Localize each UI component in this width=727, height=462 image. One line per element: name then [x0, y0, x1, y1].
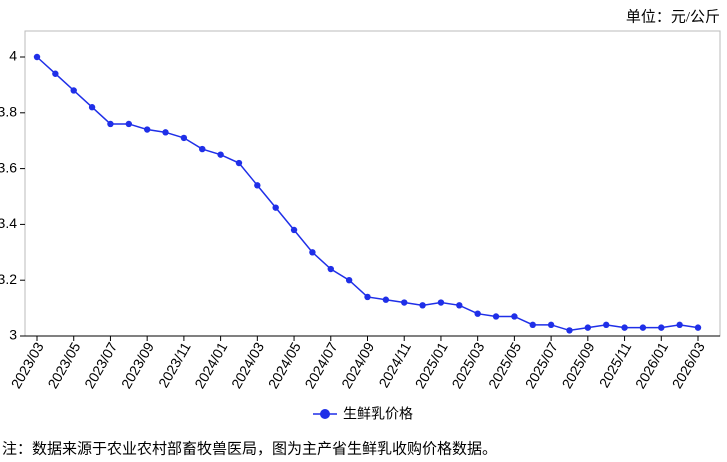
point — [547, 321, 555, 329]
x-tick-label: 2023/11 — [155, 339, 194, 390]
unit-label: 单位：元/公斤 — [626, 8, 720, 25]
y-tick-label: 3.4 — [0, 215, 17, 231]
point — [162, 129, 169, 136]
legend-label: 生鲜乳价格 — [343, 406, 413, 422]
point — [143, 126, 151, 133]
point — [401, 299, 408, 306]
point — [254, 182, 261, 189]
x-tick-label: 2024/03 — [228, 339, 267, 391]
point — [125, 120, 133, 128]
y-tick-label: 3.6 — [0, 159, 17, 175]
point — [456, 302, 463, 309]
x-tick-label: 2024/05 — [265, 339, 304, 391]
point — [382, 296, 390, 303]
point — [621, 324, 628, 331]
x-tick-label: 2023/05 — [44, 339, 83, 391]
x-tick-label: 2026/01 — [632, 339, 671, 391]
point — [88, 104, 96, 111]
x-tick-label: 2025/01 — [412, 339, 451, 391]
point — [70, 87, 77, 94]
x-tick-label: 2024/09 — [338, 339, 377, 391]
y-tick-label: 4 — [9, 48, 17, 64]
y-tick-label: 3 — [9, 327, 17, 343]
x-tick-label: 2024/01 — [191, 339, 230, 391]
x-tick-label: 2024/07 — [301, 339, 340, 391]
note: 注：数据来源于农业农村部畜牧兽医局，图为主产省生鲜乳收购价格数据。 — [2, 440, 497, 457]
plot-frame — [24, 30, 721, 337]
point — [676, 321, 683, 329]
point — [52, 70, 59, 77]
x-tick-label: 2026/03 — [669, 339, 708, 391]
point — [529, 321, 536, 329]
point — [639, 324, 647, 331]
point — [658, 324, 665, 331]
point — [474, 310, 481, 317]
x-tick-label: 2025/03 — [448, 339, 487, 391]
point — [364, 293, 371, 301]
point — [419, 302, 426, 309]
point — [437, 299, 445, 306]
point — [217, 151, 224, 158]
point — [492, 313, 500, 320]
point — [694, 324, 702, 331]
x-tick-label: 2024/11 — [375, 339, 414, 390]
point — [566, 327, 573, 334]
legend-marker — [320, 409, 330, 419]
point — [602, 321, 610, 329]
point — [584, 324, 592, 331]
x-tick-label: 2023/09 — [118, 339, 157, 391]
line — [36, 56, 699, 332]
x-tick-label: 2023/07 — [81, 339, 120, 391]
y-tick-label: 3.2 — [0, 271, 17, 287]
x-tick-label: 2025/09 — [558, 339, 597, 391]
point — [309, 249, 316, 256]
point — [235, 159, 243, 167]
x-tick-label: 2025/11 — [596, 339, 635, 390]
y-tick-label: 3.8 — [0, 104, 17, 120]
point — [290, 226, 298, 234]
point — [107, 120, 114, 128]
x-tick-label: 2023/03 — [8, 339, 47, 391]
point — [327, 265, 334, 273]
point — [345, 277, 353, 284]
point — [199, 145, 206, 153]
x-tick-label: 2025/07 — [522, 339, 561, 391]
point — [33, 53, 41, 61]
x-tick-label: 2025/05 — [485, 339, 524, 391]
point — [272, 204, 279, 211]
point — [180, 134, 188, 142]
point — [511, 313, 518, 320]
